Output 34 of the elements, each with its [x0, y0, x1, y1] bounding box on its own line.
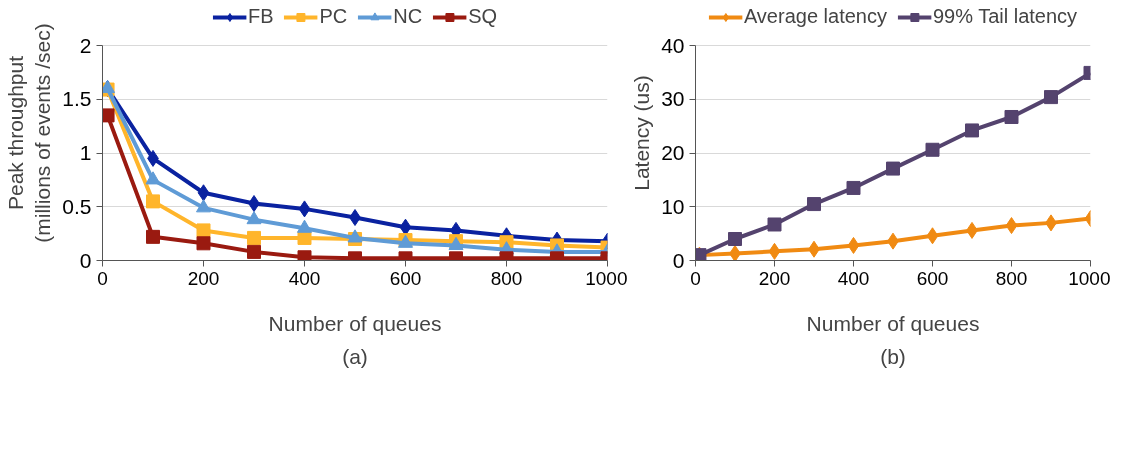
- y-tick-label: 0: [672, 248, 685, 272]
- x-tick-label: 800: [490, 267, 523, 289]
- y-tick-label: 2: [79, 33, 92, 57]
- legend-label: PC: [319, 5, 348, 28]
- text: (b): [880, 344, 906, 368]
- x-tick-label: 800: [995, 267, 1028, 289]
- legend-label: NC: [393, 5, 423, 28]
- y-tick-label: 30: [661, 87, 685, 111]
- y-tick-label: 40: [661, 33, 685, 57]
- y-tick-label: 0.5: [62, 194, 92, 218]
- x-tick-label: 400: [288, 267, 321, 289]
- x-tick-label: 1000: [585, 267, 628, 289]
- x-axis-title: Number of queues: [268, 311, 442, 335]
- x-tick-label: 200: [187, 267, 220, 289]
- x-axis-title: Number of queues: [806, 311, 980, 335]
- x-tick-label: 0: [690, 267, 701, 289]
- y-tick-label: 1.5: [62, 87, 92, 111]
- legend-label: FB: [247, 5, 274, 28]
- x-tick-label: 1000: [1068, 267, 1111, 289]
- x-tick-label: 0: [97, 267, 108, 289]
- text: (a): [342, 344, 368, 368]
- legend-label: Average latency: [743, 5, 887, 28]
- y-tick-label: 1: [79, 141, 92, 164]
- x-tick-label: 600: [916, 267, 949, 289]
- y-axis-title: Latency (us): [630, 75, 654, 191]
- x-tick-label: 600: [389, 267, 422, 289]
- legend-label: SQ: [468, 5, 498, 28]
- y-tick-label: 10: [661, 194, 685, 218]
- x-tick-label: 400: [837, 267, 870, 289]
- y-axis-title: Peak throughput (millions of events /sec): [3, 23, 55, 243]
- legend-label: 99% Tail latency: [932, 5, 1078, 28]
- y-tick-label: 0: [79, 248, 92, 272]
- y-tick-label: 20: [661, 141, 685, 164]
- x-tick-label: 200: [758, 267, 791, 289]
